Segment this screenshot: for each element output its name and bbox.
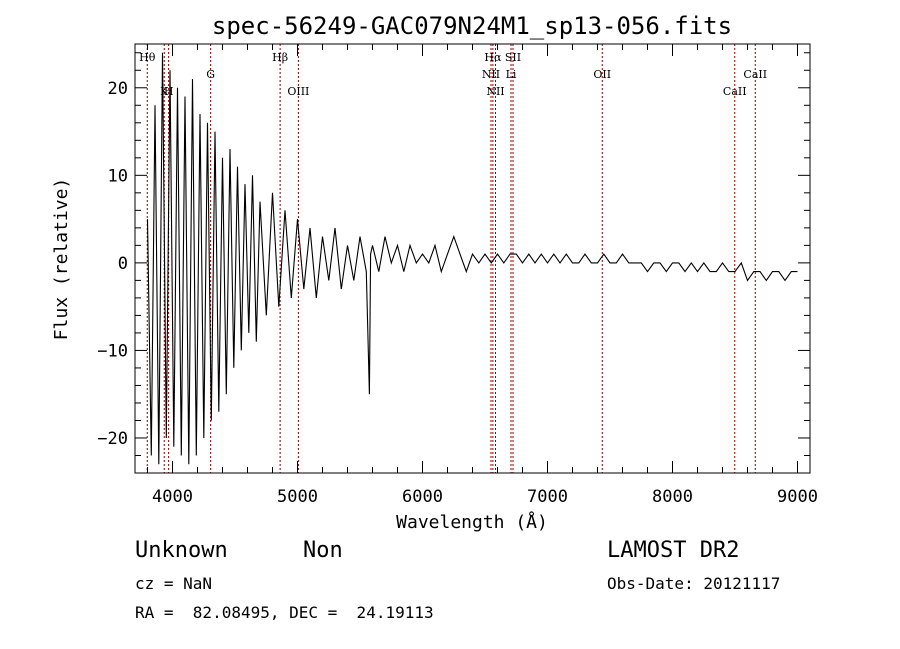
chart-title: spec-56249-GAC079N24M1_sp13-056.fits	[212, 12, 732, 40]
x-tick-label: 8000	[652, 487, 693, 507]
y-tick-label: −20	[97, 429, 128, 449]
spectral-line-label: OIII	[287, 85, 309, 98]
spectral-line-label: Hθ	[139, 51, 156, 64]
spectral-line-label: NII	[486, 85, 504, 98]
x-tick-label: 6000	[402, 487, 443, 507]
y-tick-label: 0	[118, 254, 128, 274]
spectrum-series-line	[146, 52, 798, 465]
spectral-line-label: Hβ	[272, 51, 288, 64]
spectral-line-label: CaII	[743, 68, 767, 81]
spectral-line-label: H	[164, 85, 174, 98]
coordinates: RA = 82.08495, DEC = 24.19113	[135, 603, 434, 622]
x-tick-label: 4000	[152, 487, 193, 507]
spectral-line-label: CaII	[723, 85, 747, 98]
spectral-line-label: G	[206, 68, 215, 81]
y-tick-label: 10	[108, 166, 128, 186]
obs-date: Obs-Date: 20121117	[607, 574, 781, 593]
y-axis-label: Flux (relative)	[51, 178, 72, 341]
axes: 4000 5000 6000 7000 8000 9000 −20 −10 0 10 20	[97, 44, 818, 507]
x-tick-label: 5000	[277, 487, 318, 507]
spectral-line-label: K	[160, 85, 169, 98]
spectral-line-label: OII	[593, 68, 611, 81]
y-tick-label: 20	[108, 79, 128, 99]
x-tick-label: 7000	[527, 487, 568, 507]
survey-name: LAMOST DR2	[607, 538, 740, 563]
spectral-line-label: Hα	[484, 51, 502, 64]
object-class: Unknown	[135, 538, 228, 563]
spectral-line-label: SII	[505, 51, 521, 64]
y-tick-label: −10	[97, 341, 128, 361]
spectral-line-markers	[146, 44, 756, 473]
spectral-line-label: NII	[482, 68, 500, 81]
x-tick-label: 9000	[777, 487, 818, 507]
redshift-text: cz = NaN	[135, 574, 213, 593]
spectral-line-label: Li	[506, 68, 517, 81]
object-subclass: Non	[303, 538, 343, 563]
x-axis-label: Wavelength (Å)	[396, 511, 548, 533]
